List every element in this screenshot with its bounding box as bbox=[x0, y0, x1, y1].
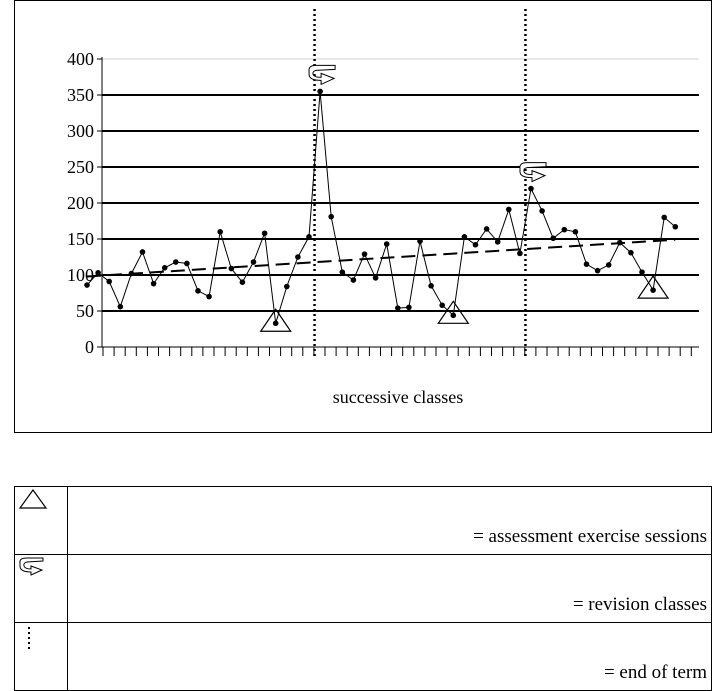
data-point bbox=[539, 208, 545, 214]
data-point bbox=[395, 305, 401, 311]
data-point bbox=[483, 226, 490, 232]
legend-label-assessment: = assessment exercise sessions bbox=[67, 486, 712, 555]
data-point bbox=[173, 259, 179, 265]
assessment-marker bbox=[636, 275, 670, 299]
chart-frame: 0 50 100 150 200 250 300 350 400 successive class… bbox=[14, 0, 712, 433]
y-tick-label: 100 bbox=[67, 265, 94, 285]
data-point bbox=[184, 260, 190, 267]
legend-label-revision: = revision classes bbox=[67, 554, 712, 623]
y-tick-label: 300 bbox=[67, 121, 94, 141]
data-point bbox=[295, 254, 301, 260]
data-point bbox=[661, 214, 667, 221]
data-point bbox=[306, 234, 312, 240]
assessment-marker bbox=[259, 308, 292, 332]
data-point bbox=[95, 270, 101, 276]
data-point bbox=[583, 261, 590, 268]
data-point bbox=[406, 304, 412, 311]
revision-marker bbox=[308, 64, 336, 86]
data-point bbox=[605, 262, 612, 268]
data-point bbox=[328, 213, 335, 220]
data-point bbox=[117, 303, 124, 310]
data-point bbox=[372, 275, 379, 281]
line-chart: 0 50 100 150 200 250 300 350 400 successive class… bbox=[67, 9, 699, 407]
data-point bbox=[161, 265, 168, 271]
data-point bbox=[317, 88, 323, 95]
data-point bbox=[472, 241, 479, 248]
y-tick-label: 200 bbox=[67, 193, 94, 213]
data-point bbox=[217, 229, 223, 235]
data-point bbox=[84, 282, 90, 288]
data-point bbox=[628, 249, 634, 256]
revision-arrow-shape bbox=[308, 64, 336, 86]
data-point bbox=[272, 320, 279, 327]
data-point bbox=[550, 235, 556, 242]
data-point bbox=[517, 250, 523, 257]
trend-line bbox=[86, 238, 676, 278]
dotted-line-icon bbox=[28, 627, 30, 649]
data-point bbox=[239, 279, 246, 286]
data-point bbox=[361, 251, 368, 257]
data-point bbox=[461, 234, 468, 240]
data-point bbox=[450, 312, 457, 319]
data-point bbox=[439, 302, 446, 309]
data-point bbox=[250, 259, 257, 265]
revision-arrow-icon bbox=[19, 557, 44, 576]
legend-row-revision: = revision classes bbox=[14, 554, 712, 623]
series-line bbox=[86, 91, 676, 324]
data-point bbox=[617, 239, 623, 246]
y-tick-label: 250 bbox=[67, 157, 94, 177]
data-point bbox=[195, 288, 201, 294]
data-point bbox=[261, 230, 268, 237]
data-point bbox=[139, 249, 146, 255]
legend-row-end-of-term: = end of term bbox=[14, 622, 712, 691]
data-point bbox=[383, 241, 390, 247]
data-point bbox=[106, 278, 112, 285]
x-axis-label: successive classes bbox=[333, 387, 463, 407]
legend-symbol-cell bbox=[14, 622, 68, 691]
y-tick-label: 50 bbox=[76, 301, 94, 321]
data-point bbox=[639, 269, 645, 275]
data-point bbox=[561, 226, 568, 233]
data-point bbox=[339, 269, 346, 275]
y-tick-label: 400 bbox=[67, 49, 94, 69]
legend-label-end-of-term: = end of term bbox=[67, 622, 712, 691]
data-point bbox=[228, 265, 235, 272]
data-point bbox=[150, 280, 157, 287]
legend-row-assessment: = assessment exercise sessions bbox=[14, 486, 712, 555]
data-point bbox=[506, 206, 512, 213]
legend-symbol-cell bbox=[14, 554, 68, 623]
y-tick-label: 0 bbox=[85, 337, 94, 357]
assessment-marker bbox=[437, 300, 470, 324]
data-point bbox=[284, 283, 290, 290]
data-point bbox=[428, 283, 434, 289]
data-point bbox=[650, 287, 656, 293]
revision-marker bbox=[519, 162, 547, 183]
revision-arrow-shape bbox=[519, 162, 547, 183]
data-point bbox=[594, 267, 601, 274]
y-tick-label: 150 bbox=[67, 229, 94, 249]
y-tick-label: 350 bbox=[67, 85, 94, 105]
data-point bbox=[206, 293, 212, 300]
data-point bbox=[350, 277, 357, 283]
data-point bbox=[128, 270, 135, 277]
legend-symbol-cell bbox=[14, 486, 68, 555]
data-point bbox=[528, 185, 534, 192]
triangle-icon bbox=[18, 488, 48, 509]
data-point bbox=[417, 238, 423, 244]
data-point bbox=[572, 229, 579, 235]
data-point bbox=[494, 239, 501, 245]
legend-table: = assessment exercise sessions = revisio… bbox=[14, 486, 712, 691]
data-point bbox=[672, 223, 679, 230]
